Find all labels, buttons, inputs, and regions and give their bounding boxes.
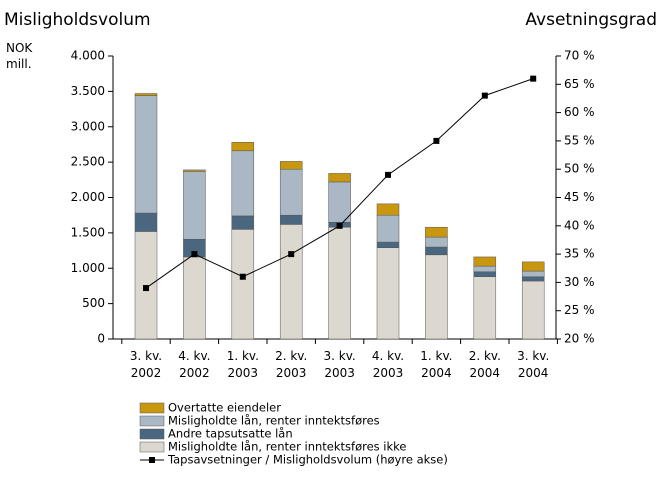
bar: [183, 171, 206, 240]
y-tick-label: 500: [82, 296, 105, 310]
x-tick-label: 3. kv. 2003: [323, 349, 356, 380]
y2-tick-label: 55 %: [564, 133, 595, 147]
bar: [279, 161, 303, 170]
bar: [279, 224, 303, 340]
bar: [231, 150, 255, 217]
y-tick-label: 1.500: [71, 225, 105, 239]
bar: [376, 214, 400, 243]
y2-tick-label: 20 %: [564, 332, 595, 346]
bar: [183, 256, 206, 340]
bar: [425, 236, 448, 248]
bar: [231, 215, 255, 230]
bar: [183, 169, 206, 172]
y2-tick-label: 30 %: [564, 275, 595, 289]
line-marker: [239, 273, 246, 280]
legend-swatch: [139, 441, 165, 453]
y-tick-label: 4.000: [71, 49, 105, 63]
bar: [473, 271, 497, 277]
legend-swatch: [139, 428, 165, 440]
line-marker: [433, 137, 440, 144]
bar: [521, 261, 545, 272]
y-tick-label: 1.000: [71, 261, 105, 275]
y2-tick-label: 70 %: [564, 49, 595, 63]
y-tick-label: 2.000: [71, 190, 105, 204]
bar: [425, 226, 448, 238]
line-marker: [143, 285, 149, 292]
legend-label: Misligholdte lån, renter inntektsføres: [168, 414, 380, 428]
x-tick-label: 1. kv. 2003: [226, 349, 259, 380]
y2-tick-label: 65 %: [564, 77, 595, 91]
bar: [231, 142, 255, 152]
bar: [376, 203, 400, 216]
y2-tick-label: 25 %: [564, 303, 595, 317]
line-marker: [530, 75, 537, 82]
bar: [473, 265, 497, 273]
bar: [279, 168, 303, 216]
legend-label: Misligholdte lån, renter inntektsføres i…: [168, 440, 407, 454]
bar: [134, 95, 158, 214]
bar: [328, 226, 351, 340]
y2-tick-label: 40 %: [564, 218, 595, 232]
y-axis-label: NOK mill.: [6, 41, 33, 71]
line-marker: [191, 251, 198, 258]
line-marker: [385, 171, 391, 178]
bar: [521, 280, 545, 340]
y2-tick-label: 45 %: [564, 190, 595, 204]
bar: [328, 181, 351, 223]
y2-tick-label: 50 %: [564, 162, 595, 176]
x-tick-label: 4. kv. 2002: [178, 349, 211, 380]
y2-tick-label: 35 %: [564, 247, 595, 261]
bar: [521, 276, 545, 282]
legend-label: Tapsavsetninger / Misligholdsvolum (høyr…: [167, 453, 448, 467]
legend-label: Overtatte eiendeler: [168, 401, 281, 415]
bar: [425, 254, 448, 340]
bar: [425, 246, 448, 256]
bar: [473, 256, 497, 267]
bar: [328, 173, 351, 183]
legend-marker: [149, 457, 155, 463]
x-tick-label: 2. kv. 2003: [275, 349, 308, 380]
x-tick-label: 4. kv. 2003: [371, 349, 405, 380]
chart-title: Misligholdsvolum: [4, 10, 151, 30]
line-marker: [481, 92, 488, 99]
line-marker: [288, 251, 295, 258]
legend-label: Andre tapsutsatte lån: [168, 427, 293, 441]
bar: [279, 214, 303, 225]
y-tick-label: 3.000: [71, 119, 105, 133]
bar: [521, 270, 545, 277]
line-marker: [336, 222, 343, 229]
legend-swatch: [139, 415, 165, 427]
y-tick-label: 0: [97, 332, 105, 346]
bar: [231, 229, 255, 340]
y-tick-label: 3.500: [71, 84, 105, 98]
x-tick-label: 2. kv. 2004: [468, 349, 501, 380]
legend-swatch: [139, 402, 165, 414]
y2-title: Avsetningsgrad: [525, 10, 657, 30]
bar: [376, 247, 400, 340]
bar: [134, 93, 158, 96]
bar: [376, 241, 400, 248]
y-tick-label: 2.500: [71, 155, 105, 169]
x-tick-label: 3. kv. 2002: [129, 349, 163, 380]
bar: [134, 212, 158, 232]
bar: [473, 276, 497, 340]
y2-tick-label: 60 %: [564, 105, 595, 119]
x-tick-label: 3. kv. 2004: [517, 349, 550, 380]
x-tick-label: 1. kv. 2004: [420, 349, 453, 380]
